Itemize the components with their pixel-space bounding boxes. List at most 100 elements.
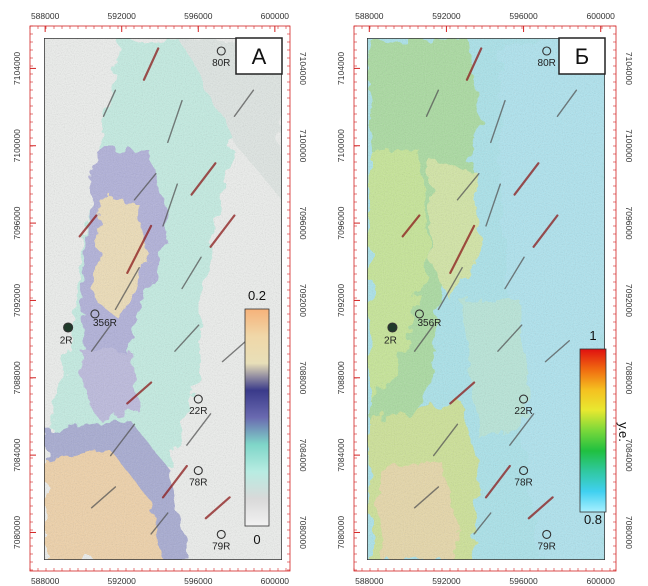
well-label: 78R bbox=[189, 478, 207, 489]
fault-line bbox=[209, 214, 236, 248]
x-tick-label-top-a-0: 588000 bbox=[31, 11, 60, 21]
axis-frame-a: 588000 588000 592000 592000 596000 596000 6000… bbox=[12, 11, 308, 586]
fault-line bbox=[544, 340, 570, 363]
x-tick-label-top-a-3: 600000 bbox=[261, 11, 290, 21]
colorbar-bar-b bbox=[579, 348, 607, 513]
y-tick-label-right-a-4: 7088000 bbox=[298, 361, 308, 394]
fault-line bbox=[204, 496, 231, 520]
well-22r-a: 22R bbox=[189, 394, 207, 417]
colorbar-bar-a bbox=[244, 308, 270, 527]
fault-line bbox=[437, 266, 463, 311]
well-356r-a: 356R bbox=[90, 309, 117, 329]
well-marker bbox=[387, 322, 398, 333]
well-22r-b: 22R bbox=[514, 394, 533, 417]
fault-line bbox=[432, 423, 459, 457]
y-tick-label-right-a-2: 7096000 bbox=[298, 207, 308, 240]
fault-line bbox=[167, 99, 183, 144]
y-tick-label-right-a-6: 7080000 bbox=[298, 516, 308, 549]
well-label: 79R bbox=[212, 541, 230, 552]
y-tick-label-left-a-1: 7100000 bbox=[12, 129, 22, 162]
well-marker bbox=[193, 394, 203, 404]
fault-line bbox=[162, 183, 178, 227]
colorbar-unit-label-b: у.е. bbox=[616, 422, 631, 442]
x-tick-label-bottom-b-0: 588000 bbox=[355, 576, 384, 586]
axis-box-b bbox=[353, 25, 617, 572]
fault-line bbox=[181, 256, 202, 290]
x-tick-label-top-b-1: 592000 bbox=[432, 11, 461, 21]
fault-line bbox=[90, 324, 112, 352]
y-tick-label-left-a-3: 7092000 bbox=[12, 284, 22, 317]
panel-label-box-b: Б bbox=[558, 37, 606, 75]
y-tick-label-right-b-5: 7084000 bbox=[624, 439, 634, 472]
y-tick-label-right-a-3: 7092000 bbox=[298, 284, 308, 317]
y-tick-label-left-b-5: 7084000 bbox=[336, 438, 346, 471]
x-tick-label-bottom-a-0: 588000 bbox=[31, 576, 60, 586]
well-label: 356R bbox=[417, 318, 441, 329]
y-tick-label-left-a-5: 7084000 bbox=[12, 438, 22, 471]
fault-line bbox=[465, 47, 483, 81]
x-tick-label-bottom-b-2: 596000 bbox=[509, 576, 538, 586]
faults-a bbox=[78, 47, 255, 535]
x-tick-label-top-a-1: 592000 bbox=[108, 11, 137, 21]
y-tick-label-right-b-6: 7080000 bbox=[624, 516, 634, 549]
map-panel-a: 588000 588000 592000 592000 596000 596000 6000… bbox=[12, 11, 308, 586]
fault-line bbox=[221, 340, 248, 363]
fault-line bbox=[190, 162, 217, 196]
well-80r-a: 80R bbox=[212, 46, 230, 69]
y-tick-label-right-b-2: 7096000 bbox=[624, 207, 634, 240]
x-tick-label-bottom-b-3: 600000 bbox=[587, 576, 616, 586]
well-label: 79R bbox=[538, 541, 556, 552]
colorbar-max-label-b: 1 bbox=[589, 328, 596, 343]
y-tick-label-left-b-6: 7080000 bbox=[336, 516, 346, 549]
colorbar-b: 1 0.8 у.е. bbox=[579, 328, 631, 527]
map-panel-b: 588000 588000 592000 592000 596000 596000 6000… bbox=[336, 11, 634, 586]
fault-line bbox=[473, 512, 492, 535]
fault-line bbox=[90, 486, 117, 509]
panel-label-a: А bbox=[252, 44, 267, 69]
fault-line bbox=[413, 486, 440, 509]
x-tick-label-top-b-3: 600000 bbox=[587, 11, 616, 21]
wells-b: 80R 356R 2R 22R 78R 79R bbox=[384, 46, 556, 552]
panel-label-b: Б bbox=[575, 44, 589, 69]
y-tick-label-left-a-6: 7080000 bbox=[12, 516, 22, 549]
well-label: 22R bbox=[189, 406, 207, 417]
fault-line bbox=[497, 324, 523, 352]
y-tick-label-left-b-0: 7104000 bbox=[336, 52, 346, 85]
fault-line bbox=[456, 173, 480, 201]
fault-line bbox=[114, 266, 140, 311]
y-tick-label-right-b-1: 7100000 bbox=[624, 129, 634, 162]
well-label: 22R bbox=[514, 406, 532, 417]
well-label: 356R bbox=[93, 318, 117, 329]
y-tick-label-right-b-4: 7088000 bbox=[624, 361, 634, 394]
well-marker bbox=[216, 46, 226, 56]
fault-line bbox=[133, 173, 157, 201]
fault-line bbox=[449, 224, 476, 274]
y-tick-label-left-b-3: 7092000 bbox=[336, 284, 346, 317]
y-tick-label-right-a-1: 7100000 bbox=[298, 129, 308, 162]
well-2r-b: 2R bbox=[384, 322, 398, 347]
well-80r-b: 80R bbox=[538, 46, 556, 69]
fault-line bbox=[109, 423, 136, 457]
fault-line bbox=[401, 214, 421, 238]
fault-line bbox=[161, 464, 188, 499]
fault-line bbox=[174, 324, 200, 352]
map-raster-b bbox=[367, 38, 605, 560]
x-tick-label-bottom-a-3: 600000 bbox=[261, 576, 290, 586]
x-tick-label-top-a-2: 596000 bbox=[184, 11, 213, 21]
fault-line bbox=[126, 381, 153, 405]
map-raster-a bbox=[44, 38, 282, 560]
fault-line bbox=[532, 214, 559, 248]
well-marker bbox=[63, 322, 74, 333]
x-tick-label-bottom-a-2: 596000 bbox=[184, 576, 213, 586]
fault-line bbox=[504, 256, 525, 290]
fault-line bbox=[126, 224, 153, 274]
y-tick-label-right-a-5: 7084000 bbox=[298, 439, 308, 472]
fault-line bbox=[142, 47, 160, 81]
fault-line bbox=[150, 512, 169, 535]
fault-line bbox=[233, 89, 255, 118]
well-marker bbox=[90, 309, 100, 319]
fault-line bbox=[425, 89, 440, 118]
well-marker bbox=[414, 309, 424, 319]
well-marker bbox=[216, 529, 226, 539]
